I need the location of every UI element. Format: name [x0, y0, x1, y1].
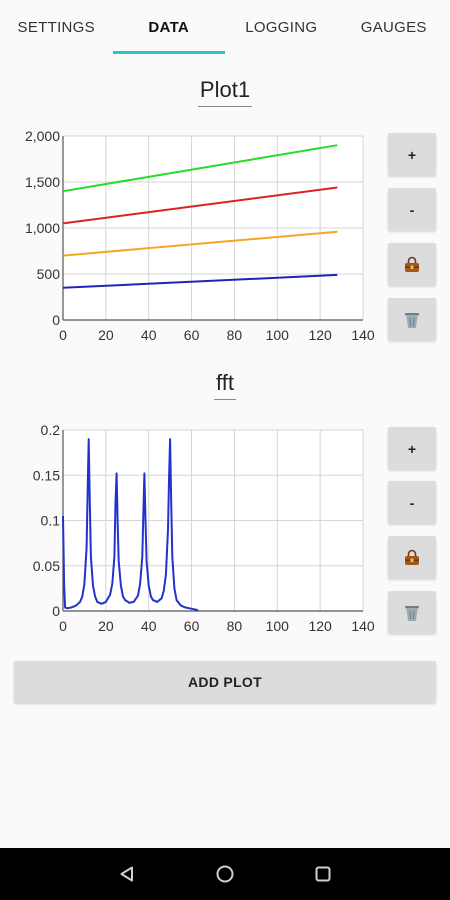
y-tick-label: 0.1	[41, 513, 61, 529]
x-tick-label: 40	[141, 327, 157, 343]
x-tick-label: 40	[141, 618, 157, 634]
x-tick-label: 60	[184, 618, 200, 634]
system-nav-bar	[0, 848, 450, 900]
x-tick-label: 0	[59, 618, 67, 634]
tab-logging[interactable]: LOGGING	[245, 18, 318, 36]
x-tick-label: 100	[266, 327, 290, 343]
y-tick-label: 0.05	[33, 558, 60, 574]
y-tick-label: 500	[37, 266, 61, 282]
x-tick-label: 0	[59, 327, 67, 343]
plot1-save-button[interactable]	[388, 243, 436, 286]
y-tick-label: 0.15	[33, 467, 60, 483]
x-tick-label: 60	[184, 327, 200, 343]
fft-zoom-out-button[interactable]: -	[388, 481, 436, 524]
x-tick-label: 120	[308, 327, 332, 343]
y-tick-label: 1,000	[25, 220, 60, 236]
plot1-title: Plot1	[0, 77, 450, 107]
series-line-3	[62, 273, 338, 289]
y-tick-label: 0.2	[41, 422, 61, 438]
tab-settings[interactable]: SETTINGS	[17, 18, 95, 36]
chart-1-plot-area: 0 20 40 60 80 100 120 140 0 0.05 0.1 0.15 0.2	[33, 422, 375, 634]
back-button[interactable]	[110, 857, 144, 891]
series-line-2	[62, 230, 338, 257]
x-tick-label: 80	[227, 327, 243, 343]
x-tick-label: 140	[351, 618, 375, 634]
recents-square-icon	[315, 866, 331, 882]
x-tick-label: 120	[308, 618, 332, 634]
y-tick-label: 1,500	[25, 174, 60, 190]
fft-chart: 0 20 40 60 80 100 120 140 0 0.05 0.1 0.15 0.2	[33, 422, 375, 634]
x-tick-label: 20	[98, 618, 114, 634]
series-line-0	[62, 438, 199, 612]
fft-title: fft	[0, 370, 450, 400]
fft-save-button[interactable]	[388, 536, 436, 579]
trash-icon	[405, 605, 419, 621]
add-plot-button[interactable]: ADD PLOT	[14, 661, 436, 703]
tab-bar: SETTINGS DATA LOGGING GAUGES	[0, 0, 450, 54]
bag-icon	[405, 256, 419, 272]
y-tick-label: 0	[52, 312, 60, 328]
x-tick-label: 80	[227, 618, 243, 634]
fft-delete-button[interactable]	[388, 591, 436, 634]
fft-zoom-in-button[interactable]: +	[388, 427, 436, 470]
y-tick-label: 2,000	[25, 128, 60, 144]
home-circle-icon	[216, 865, 234, 883]
tab-data[interactable]: DATA	[112, 0, 226, 54]
home-button[interactable]	[208, 857, 242, 891]
trash-icon	[405, 312, 419, 328]
plot1-zoom-out-button[interactable]: -	[388, 188, 436, 231]
recents-button[interactable]	[306, 857, 340, 891]
series-line-0	[62, 144, 338, 193]
x-tick-label: 20	[98, 327, 114, 343]
x-tick-label: 140	[351, 327, 375, 343]
plot1-chart: 0 20 40 60 80 100 120 140 0 500 1,000 1,500 2,000	[25, 128, 375, 343]
plot1-zoom-in-button[interactable]: +	[388, 133, 436, 176]
y-tick-label: 0	[52, 603, 60, 619]
x-tick-label: 100	[266, 618, 290, 634]
tab-gauges[interactable]: GAUGES	[360, 18, 427, 36]
plot1-title-text: Plot1	[197, 77, 253, 107]
bag-icon	[405, 549, 419, 565]
back-triangle-icon	[120, 866, 133, 882]
fft-title-text: fft	[214, 370, 236, 400]
chart-0-plot-area: 0 20 40 60 80 100 120 140 0 500 1,000 1,500 2,000	[25, 128, 375, 343]
series-line-1	[62, 186, 338, 225]
plot1-delete-button[interactable]	[388, 298, 436, 341]
